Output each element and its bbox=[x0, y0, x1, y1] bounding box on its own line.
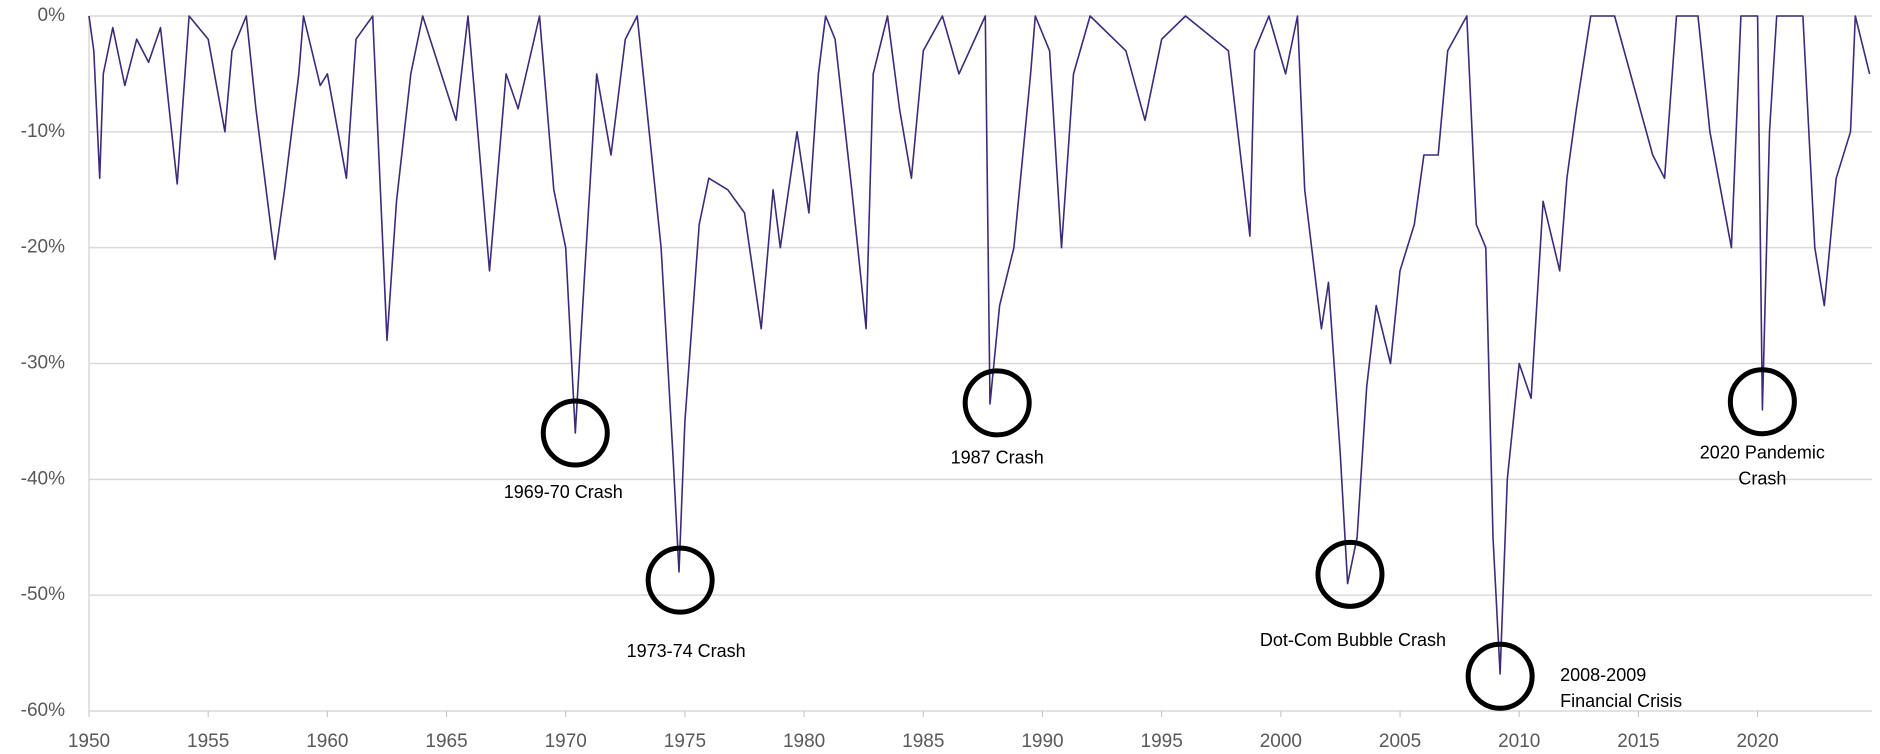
y-tick-label: 0% bbox=[38, 5, 66, 26]
annotation-label: Crash bbox=[1738, 468, 1786, 488]
annotation-circle bbox=[962, 368, 1032, 438]
x-tick-label: 1990 bbox=[1021, 731, 1063, 752]
y-tick-label: -40% bbox=[21, 468, 65, 489]
x-tick-label: 2015 bbox=[1617, 731, 1659, 752]
y-tick-label: -60% bbox=[21, 700, 65, 721]
x-tick-label: 1950 bbox=[68, 731, 110, 752]
x-tick-label: 2020 bbox=[1736, 731, 1778, 752]
x-tick-label: 1955 bbox=[187, 731, 229, 752]
annotation-label: 2008-2009 bbox=[1560, 665, 1646, 685]
annotation-circle bbox=[1465, 641, 1535, 711]
x-tick-label: 2005 bbox=[1379, 731, 1421, 752]
x-tick-label: 1960 bbox=[306, 731, 348, 752]
y-tick-label: -50% bbox=[21, 584, 65, 605]
annotation-circle bbox=[645, 545, 715, 615]
annotation-label: 1973-74 Crash bbox=[627, 641, 746, 661]
annotation-label: 2020 Pandemic bbox=[1700, 442, 1825, 462]
y-tick-label: -30% bbox=[21, 353, 65, 374]
annotation-circle bbox=[1315, 539, 1385, 609]
x-tick-label: 1995 bbox=[1141, 731, 1183, 752]
y-tick-label: -10% bbox=[21, 121, 65, 142]
x-tick-label: 1975 bbox=[664, 731, 706, 752]
annotation-label: 1987 Crash bbox=[951, 448, 1044, 468]
annotation-label: Financial Crisis bbox=[1560, 691, 1682, 711]
annotation-label: 1969-70 Crash bbox=[504, 482, 623, 502]
y-tick-label: -20% bbox=[21, 237, 65, 258]
drawdown-line bbox=[88, 15, 1871, 675]
annotation-circle bbox=[540, 398, 610, 468]
x-tick-label: 2010 bbox=[1498, 731, 1540, 752]
x-tick-label: 1970 bbox=[545, 731, 587, 752]
x-tick-label: 2000 bbox=[1260, 731, 1302, 752]
x-tick-label: 1980 bbox=[783, 731, 825, 752]
annotation-circle bbox=[1727, 367, 1797, 437]
x-tick-label: 1985 bbox=[902, 731, 944, 752]
annotation-label: Dot-Com Bubble Crash bbox=[1260, 630, 1446, 650]
x-tick-label: 1965 bbox=[425, 731, 467, 752]
